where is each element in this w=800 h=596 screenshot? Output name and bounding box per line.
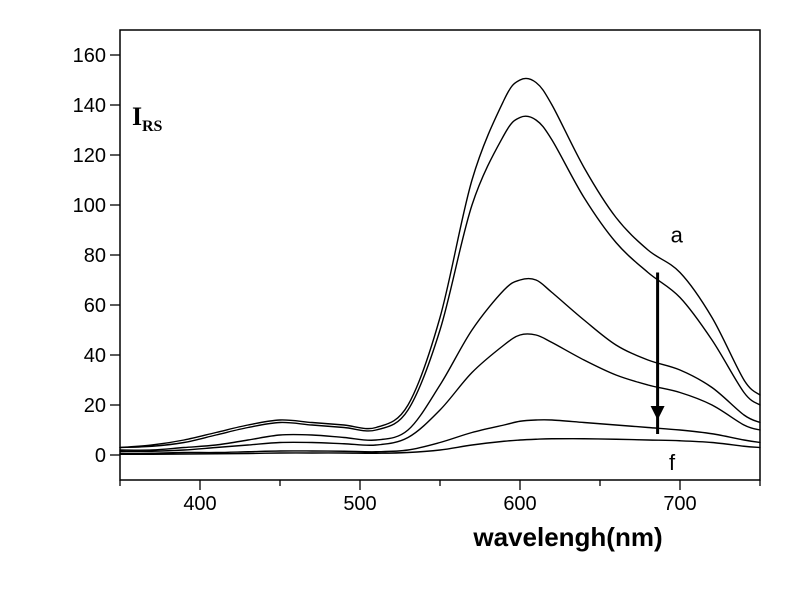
series-label-top: a [671,223,684,248]
y-tick-label: 80 [84,245,106,267]
x-tick-label: 700 [663,493,696,515]
y-tick-label: 0 [95,445,106,467]
series-d [120,334,760,451]
x-tick-label: 400 [183,493,216,515]
chart-svg: 400 500 600 700 0 20 40 60 80 100 120 140 160 IRS wave… [0,0,800,596]
y-axis-title-sub: RS [142,118,163,135]
series-label-bottom: f [669,450,676,475]
series-b [120,116,760,447]
x-axis-title: wavelengh(nm) [472,522,662,552]
y-tick-label: 100 [73,195,106,217]
spectrum-chart: 400 500 600 700 0 20 40 60 80 100 120 140 160 IRS wave… [0,0,800,596]
series-c [120,279,760,451]
y-tick-label: 160 [73,45,106,67]
y-tick-label: 60 [84,295,106,317]
series-a [120,78,760,447]
direction-arrow-head [651,406,665,420]
y-tick-label: 140 [73,95,106,117]
x-tick-label: 500 [343,493,376,515]
x-tick-label: 600 [503,493,536,515]
y-axis-title: I [132,102,142,131]
y-tick-label: 20 [84,395,106,417]
y-tick-label: 120 [73,145,106,167]
series-e [120,420,760,454]
y-tick-label: 40 [84,345,106,367]
